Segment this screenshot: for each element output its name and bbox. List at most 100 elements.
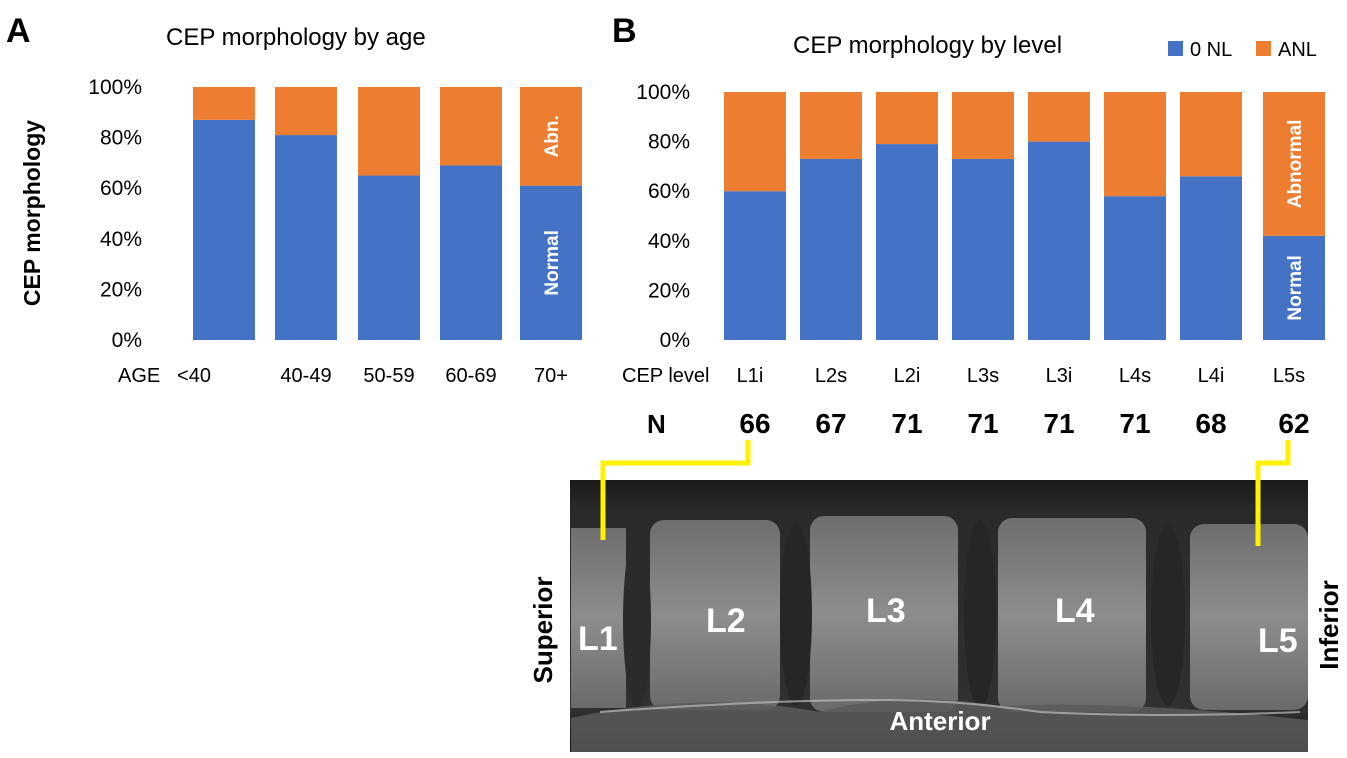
mri-label-l3: L3 xyxy=(866,592,906,630)
inferior-label: Inferior xyxy=(1314,580,1344,670)
disc-l3-l4 xyxy=(964,520,996,708)
legend-swatch-abnormal xyxy=(1256,41,1271,56)
x-tick-label: L2s xyxy=(815,365,847,387)
x-tick-label: L1i xyxy=(737,365,764,387)
x-tick-label: 70+ xyxy=(534,365,568,387)
bar-normal-L1i xyxy=(724,191,786,340)
n-value: 62 xyxy=(1278,408,1309,439)
bar-normal-L4s xyxy=(1104,196,1166,340)
panel-b-title: CEP morphology by level xyxy=(793,32,1062,59)
y-tick-label: 40% xyxy=(100,228,142,251)
panel-a-ylabel: CEP morphology xyxy=(19,120,45,306)
x-tick-label: L3i xyxy=(1046,365,1073,387)
bar-label-abnormal: Abnormal xyxy=(1285,120,1306,209)
panel-b-legend: 0 NL ANL xyxy=(1168,39,1317,61)
y-tick-label: 80% xyxy=(100,127,142,150)
legend-label-normal: 0 NL xyxy=(1190,39,1232,61)
bar-abnormal-L5s xyxy=(1263,92,1325,236)
n-value: 71 xyxy=(967,408,998,439)
bar-normal-60-69 xyxy=(440,165,502,340)
bar-abnormal-60-69 xyxy=(440,87,502,166)
bar-normal-70+ xyxy=(520,185,582,340)
superior-label: Superior xyxy=(528,577,558,684)
bar-normal-L2i xyxy=(876,144,938,340)
vertebra-body-l2 xyxy=(650,520,780,710)
bar-abnormal-50-59 xyxy=(358,87,420,176)
x-tick-label: L4i xyxy=(1198,365,1225,387)
y-tick-label: 20% xyxy=(648,279,690,302)
n-value: 68 xyxy=(1195,408,1226,439)
legend-swatch-normal xyxy=(1168,41,1183,56)
panel-b-letter: B xyxy=(612,12,637,50)
panel-b-n-label: N xyxy=(647,409,666,439)
n-value: 67 xyxy=(815,408,846,439)
bar-normal-40-49 xyxy=(275,135,337,340)
y-tick-label: 40% xyxy=(648,230,690,253)
bar-label-normal: Normal xyxy=(1285,255,1306,320)
bar-abnormal-70+ xyxy=(520,87,582,186)
panel-b-xlabel: CEP level xyxy=(622,365,709,387)
vertebra-body-l4 xyxy=(998,518,1146,712)
x-tick-label: L5s xyxy=(1273,365,1305,387)
bar-abnormal-L3s xyxy=(952,92,1014,159)
n-value: 71 xyxy=(1119,408,1150,439)
x-tick-label: 40-49 xyxy=(280,365,331,387)
bar-abnormal-40-49 xyxy=(275,87,337,136)
mri-label-anterior: Anterior xyxy=(889,706,990,736)
bar-abnormal-L3i xyxy=(1028,92,1090,142)
bar-normal-50-59 xyxy=(358,175,420,340)
disc-l4-l5 xyxy=(1151,526,1185,706)
y-tick-label: 0% xyxy=(660,329,690,352)
y-tick-label: 60% xyxy=(100,177,142,200)
n-value: 66 xyxy=(739,408,770,439)
panel-a-title: CEP morphology by age xyxy=(166,24,426,51)
bar-abnormal-L1i xyxy=(724,92,786,192)
mri-image: L1 L2 L3 L4 L5 Anterior xyxy=(570,480,1308,752)
bar-normal-L3s xyxy=(952,158,1014,340)
y-tick-label: 100% xyxy=(88,76,142,99)
bar-normal-<40 xyxy=(193,119,255,340)
anterior-tissue-highlight xyxy=(599,698,1301,716)
x-tick-label: L3s xyxy=(967,365,999,387)
mri-label-l4: L4 xyxy=(1055,592,1095,630)
bar-abnormal-L4s xyxy=(1104,92,1166,197)
connector-line-l1i xyxy=(600,440,751,540)
bar-normal-L3i xyxy=(1028,141,1090,340)
bar-normal-L5s xyxy=(1263,235,1325,340)
x-tick-label: L4s xyxy=(1119,365,1151,387)
bar-normal-L4i xyxy=(1180,176,1242,340)
y-tick-label: 20% xyxy=(100,278,142,301)
x-tick-label: 50-59 xyxy=(363,365,414,387)
bar-label-abnormal: Abn. xyxy=(542,115,563,157)
panel-a-letter: A xyxy=(6,12,31,50)
y-tick-label: 0% xyxy=(112,329,142,352)
n-value: 71 xyxy=(891,408,922,439)
x-tick-label: <40 xyxy=(177,365,211,387)
vertebra-body-l1 xyxy=(571,528,626,708)
bar-normal-L2s xyxy=(800,158,862,340)
mri-label-l1: L1 xyxy=(578,620,618,658)
legend-label-abnormal: ANL xyxy=(1278,39,1317,61)
bar-abnormal-L2s xyxy=(800,92,862,159)
vertebra-body-l3 xyxy=(810,516,958,712)
y-tick-label: 100% xyxy=(636,81,690,104)
mri-label-l2: L2 xyxy=(706,602,746,640)
bar-abnormal-<40 xyxy=(193,87,255,120)
y-tick-label: 80% xyxy=(648,131,690,154)
panel-a-chart: A CEP morphology by age CEP morphology 0… xyxy=(6,12,582,387)
mri-label-l5: L5 xyxy=(1258,622,1298,660)
anterior-tissue xyxy=(571,699,1308,752)
x-tick-label: 60-69 xyxy=(445,365,496,387)
panel-a-xlabel: AGE xyxy=(118,365,160,387)
y-tick-label: 60% xyxy=(648,180,690,203)
connector-line-l5s xyxy=(1255,440,1291,546)
disc-l1-l2 xyxy=(623,532,651,708)
panel-b-chart: B CEP morphology by level 0 NL ANL 0% 20%… xyxy=(612,12,1325,439)
bar-abnormal-L2i xyxy=(876,92,938,145)
bar-label-normal: Normal xyxy=(542,230,563,295)
vertebra-body-l5 xyxy=(1190,524,1308,710)
disc-l2-l3 xyxy=(780,522,812,706)
x-tick-label: L2i xyxy=(894,365,921,387)
n-value: 71 xyxy=(1043,408,1074,439)
